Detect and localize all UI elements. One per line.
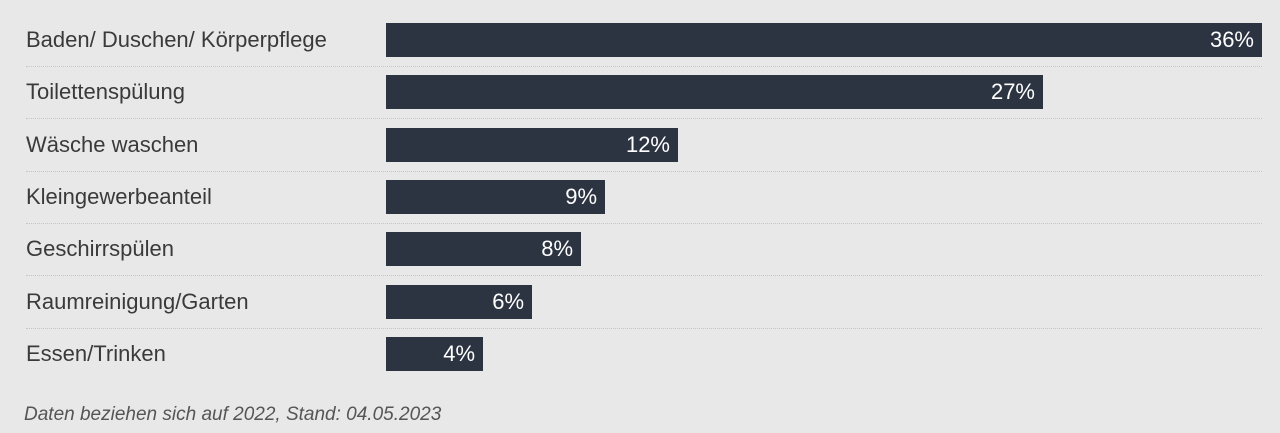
footnote: Daten beziehen sich auf 2022, Stand: 04.…	[24, 404, 442, 425]
category-label: Toilettenspülung	[26, 79, 186, 104]
category-label: Baden/ Duschen/ Körperpflege	[26, 27, 327, 52]
row-separator	[26, 223, 1262, 224]
bar: 36%	[386, 23, 1262, 57]
bar-chart: Baden/ Duschen/ Körperpflege 36% Toiletten…	[26, 23, 1262, 371]
row-separator	[26, 328, 1262, 329]
row-separator	[26, 66, 1262, 67]
bar: 8%	[386, 232, 581, 266]
bar-value-label: 4%	[443, 341, 475, 366]
category-label: Essen/Trinken	[26, 341, 166, 366]
bar: 12%	[386, 128, 678, 162]
bar-value-label: 6%	[492, 289, 524, 314]
category-label: Kleingewerbeanteil	[26, 184, 212, 209]
category-label: Geschirrspülen	[26, 236, 174, 261]
bar: 6%	[386, 285, 532, 319]
bar: 9%	[386, 180, 605, 214]
row-separator	[26, 171, 1262, 172]
bar-value-label: 12%	[625, 132, 670, 157]
bar: 4%	[386, 337, 483, 371]
bar-value-label: 8%	[541, 236, 573, 261]
bar-value-label: 27%	[990, 79, 1035, 104]
bar-value-label: 36%	[1209, 27, 1254, 52]
row-separator	[26, 118, 1262, 119]
category-label: Wäsche waschen	[26, 132, 199, 157]
bar: 27%	[386, 75, 1043, 109]
category-label: Raumreinigung/Garten	[26, 289, 249, 314]
row-separator	[26, 275, 1262, 276]
bar-value-label: 9%	[565, 184, 597, 209]
